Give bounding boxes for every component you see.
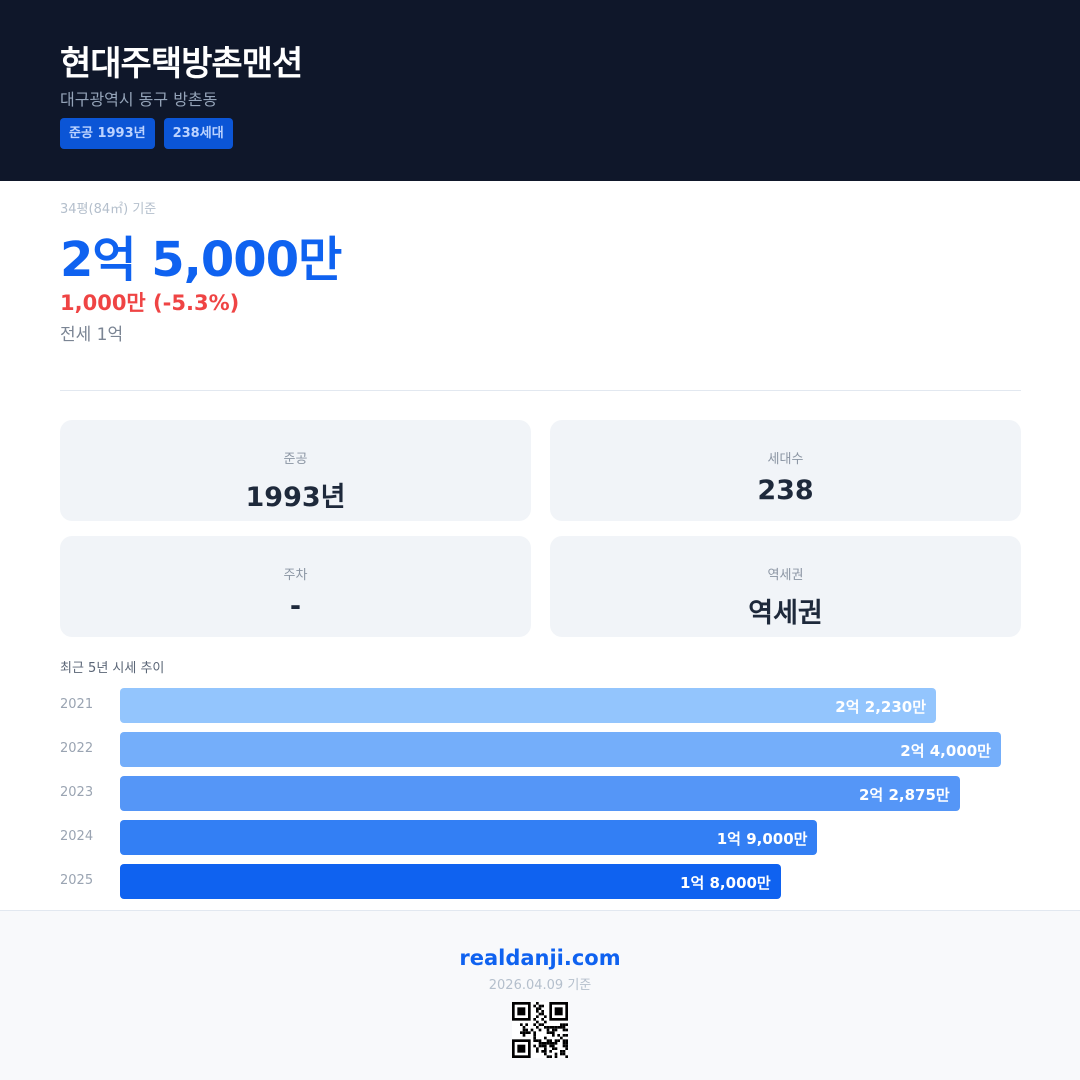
header: 현대주택방촌맨션 대구광역시 동구 방촌동 준공 1993년 238세대: [0, 0, 1080, 181]
chart-title: 최근 5년 시세 추이: [60, 661, 165, 676]
year-label: 2022: [60, 741, 94, 756]
badge-households: 238세대: [163, 118, 233, 149]
chart-row: 2022 2억 4,000만: [60, 732, 1020, 767]
chart-row: 2025 1억 8,000만: [60, 864, 1020, 899]
bar-label: 2억 2,875만: [858, 786, 950, 804]
bar-label: 2억 2,230만: [835, 698, 927, 716]
complex-title: 현대주택방촌맨션: [60, 44, 303, 84]
price-value: 2억 5,000만: [60, 232, 342, 288]
stat-card-households: 세대수 238: [550, 420, 1021, 521]
bar: 2억 2,875만: [120, 776, 960, 811]
divider: [60, 390, 1021, 391]
bar: 2억 2,230만: [120, 688, 937, 723]
price-basis: 34평(84㎡) 기준: [60, 202, 157, 217]
price-change: 1,000만 (-5.3%): [60, 291, 240, 315]
year-label: 2023: [60, 785, 94, 800]
address: 대구광역시 동구 방촌동: [60, 90, 218, 109]
stat-card-station: 역세권 역세권: [550, 536, 1021, 637]
stat-value: -: [289, 591, 302, 622]
chart-row: 2024 1억 9,000만: [60, 820, 1020, 855]
stat-value: 1993년: [245, 482, 346, 513]
year-label: 2021: [60, 697, 94, 712]
badge-built-year: 준공 1993년: [60, 118, 155, 149]
chart-row: 2023 2억 2,875만: [60, 776, 1020, 811]
footer: realdanji.com 2026.04.09 기준: [0, 910, 1080, 1080]
stat-value: 238: [757, 475, 814, 506]
stat-label: 세대수: [767, 452, 804, 467]
stat-value: 역세권: [748, 598, 823, 629]
stat-label: 주차: [283, 568, 308, 583]
stat-label: 준공: [283, 452, 308, 467]
stat-label: 역세권: [767, 568, 804, 583]
year-label: 2024: [60, 829, 94, 844]
jeonse-price: 전세 1억: [60, 325, 124, 345]
bar-label: 1억 8,000만: [680, 874, 771, 892]
stat-card-built: 준공 1993년: [60, 420, 531, 521]
bar-label: 2억 4,000만: [900, 742, 991, 760]
bar: 2억 4,000만: [120, 732, 1001, 767]
qr-code-icon: [512, 1002, 568, 1058]
bar: 1억 9,000만: [120, 820, 818, 855]
year-label: 2025: [60, 873, 94, 888]
stat-card-parking: 주차 -: [60, 536, 531, 637]
bar: 1억 8,000만: [120, 864, 781, 899]
bar-label: 1억 9,000만: [716, 830, 808, 848]
reference-date: 2026.04.09 기준: [488, 978, 592, 993]
chart-row: 2021 2억 2,230만: [60, 688, 1020, 723]
site-link[interactable]: realdanji.com: [459, 946, 621, 970]
